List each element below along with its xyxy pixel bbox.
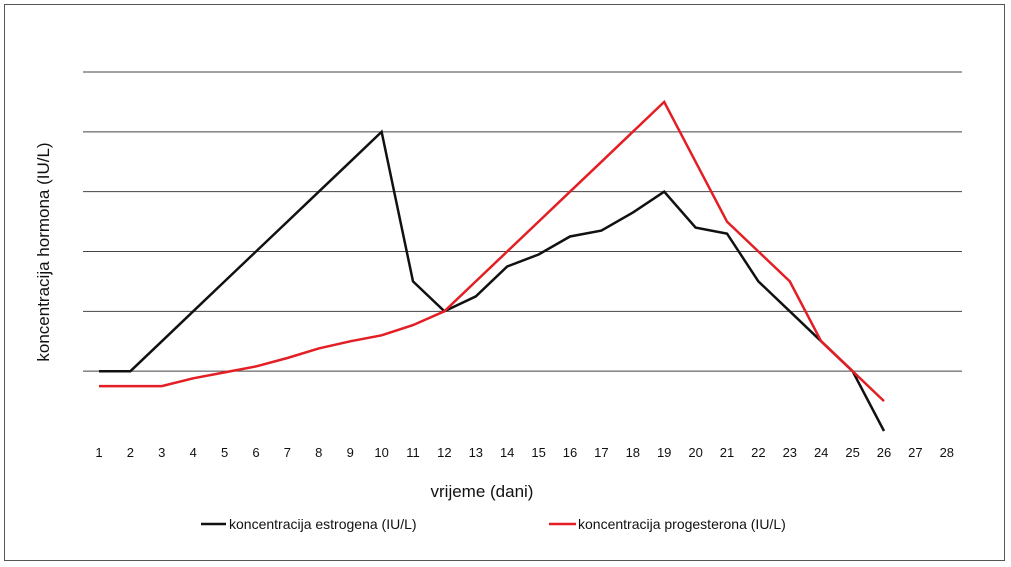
- x-tick-label: 17: [594, 445, 608, 460]
- y-axis-title: koncentracija hormona (IU/L): [34, 142, 53, 361]
- chart-frame: [4, 4, 1005, 561]
- x-tick-label: 16: [563, 445, 577, 460]
- x-tick-labels: 1 2 3 4 5 6 7 8 9 10 11 12 13 14 15 16 17 18 19 20 21 22 23 24 2…: [95, 445, 954, 460]
- x-tick-label: 1: [95, 445, 102, 460]
- x-tick-label: 13: [469, 445, 483, 460]
- gridlines: [83, 71, 962, 372]
- x-tick-label: 20: [688, 445, 702, 460]
- x-tick-label: 9: [347, 445, 354, 460]
- series-line-estrogen: [99, 129, 886, 432]
- x-tick-label: 19: [657, 445, 671, 460]
- x-tick-label: 15: [531, 445, 545, 460]
- x-tick-label: 21: [720, 445, 734, 460]
- series-lines: [99, 99, 886, 432]
- x-tick-label: 2: [127, 445, 134, 460]
- x-tick-label: 23: [783, 445, 797, 460]
- x-tick-label: 18: [626, 445, 640, 460]
- x-tick-label: 5: [221, 445, 228, 460]
- x-tick-label: 10: [374, 445, 388, 460]
- legend-label-progesterone: koncentracija progesterona (IU/L): [578, 516, 786, 532]
- x-tick-label: 7: [284, 445, 291, 460]
- legend-label-estrogen: koncentracija estrogena (IU/L): [229, 516, 417, 532]
- x-tick-label: 4: [190, 445, 197, 460]
- series-line-progesterone: [99, 99, 885, 403]
- x-tick-label: 6: [252, 445, 259, 460]
- x-tick-label: 14: [500, 445, 514, 460]
- x-tick-label: 27: [908, 445, 922, 460]
- x-tick-label: 25: [845, 445, 859, 460]
- x-axis-title: vrijeme (dani): [431, 482, 534, 501]
- x-tick-label: 12: [437, 445, 451, 460]
- x-tick-label: 3: [158, 445, 165, 460]
- legend: koncentracija estrogena (IU/L) koncentra…: [201, 516, 786, 532]
- x-tick-label: 11: [406, 445, 420, 460]
- x-tick-label: 24: [814, 445, 828, 460]
- x-tick-label: 28: [940, 445, 954, 460]
- x-tick-label: 22: [751, 445, 765, 460]
- x-tick-label: 8: [315, 445, 322, 460]
- x-tick-label: 26: [877, 445, 891, 460]
